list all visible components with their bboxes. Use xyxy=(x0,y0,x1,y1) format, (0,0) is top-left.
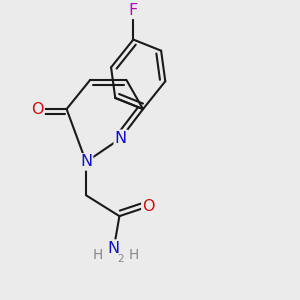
Text: O: O xyxy=(31,102,44,117)
Text: F: F xyxy=(129,3,138,18)
Text: 2: 2 xyxy=(117,254,124,264)
Text: N: N xyxy=(115,131,127,146)
Text: H: H xyxy=(129,248,140,262)
Text: O: O xyxy=(142,199,155,214)
Text: N: N xyxy=(80,154,92,169)
Text: N: N xyxy=(108,241,120,256)
Text: H: H xyxy=(92,248,103,262)
